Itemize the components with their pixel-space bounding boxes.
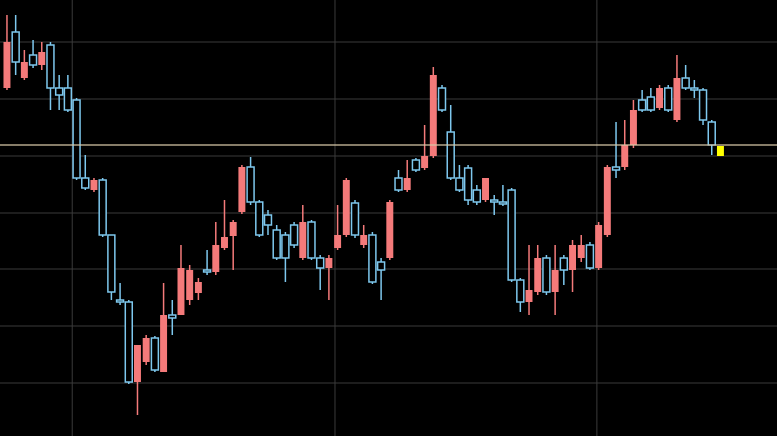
candle-body <box>525 290 533 302</box>
candle-body <box>455 177 464 191</box>
candle-body <box>603 167 611 235</box>
candle-body <box>472 189 482 203</box>
candle-body <box>186 270 194 300</box>
candle-body <box>595 225 603 268</box>
candle-body <box>325 258 333 268</box>
candle-body <box>551 270 559 292</box>
candle-body <box>263 214 273 226</box>
candle-body <box>482 178 489 200</box>
candle-body <box>534 258 542 292</box>
candle-body <box>507 189 516 281</box>
candle-body <box>98 179 107 236</box>
candle-body <box>142 338 150 362</box>
candle-body <box>429 75 437 156</box>
candle-body <box>299 222 307 258</box>
candle-body <box>368 234 377 283</box>
candle-body <box>489 199 499 203</box>
candle-body <box>577 245 585 258</box>
candle-body <box>160 315 168 372</box>
candle-body <box>342 180 350 235</box>
candle-body <box>621 145 629 167</box>
candle-body <box>498 201 508 205</box>
candle-body <box>20 62 28 78</box>
candle-body <box>212 245 220 272</box>
candle-body <box>72 99 81 179</box>
candle-body <box>221 237 228 248</box>
candle-body <box>690 87 699 91</box>
candle-body <box>115 299 125 303</box>
candle-body <box>202 269 212 273</box>
candle-body <box>133 345 141 382</box>
candle-body <box>124 301 134 383</box>
candle-body <box>107 234 116 293</box>
candle-body <box>334 235 342 248</box>
candle-body <box>386 202 394 258</box>
candle-body <box>229 222 237 236</box>
candle-body <box>707 121 716 146</box>
candle-body <box>664 87 673 111</box>
candle-body <box>38 52 46 65</box>
candle-body <box>46 44 55 89</box>
candle-body <box>421 156 429 168</box>
candle-body <box>403 178 411 190</box>
candle-body <box>463 167 473 201</box>
candle-body <box>516 279 525 303</box>
candle-body <box>281 234 290 259</box>
candle-body <box>54 87 64 96</box>
candle-body <box>376 261 386 271</box>
candle-body <box>63 87 73 111</box>
candle-body <box>307 221 316 259</box>
candle-body <box>656 88 664 108</box>
candle-body <box>81 177 90 189</box>
candle-body <box>168 314 177 319</box>
candle-body <box>716 146 724 156</box>
candle-body <box>246 166 255 203</box>
candle-body <box>569 245 577 270</box>
candle-body <box>315 257 325 269</box>
candle-body <box>542 257 551 293</box>
candle-body <box>90 180 98 190</box>
candle-body <box>150 337 160 371</box>
candle-body <box>394 177 403 191</box>
candle-body <box>350 202 360 236</box>
candle-body <box>28 54 38 66</box>
candle-body <box>11 31 20 63</box>
candle-body <box>177 268 185 315</box>
candle-body <box>289 224 299 246</box>
candle-body <box>585 244 595 269</box>
candle-body <box>646 96 656 111</box>
candle-body <box>637 99 647 111</box>
candle-body <box>681 77 690 89</box>
candle-body <box>255 201 264 236</box>
candle-body <box>629 110 637 145</box>
candle-body <box>611 166 621 171</box>
candle-body <box>446 131 455 179</box>
candle-body <box>360 235 368 245</box>
candle-body <box>437 87 447 111</box>
candle-body <box>3 42 11 88</box>
candle-body <box>698 89 708 121</box>
candle-body <box>272 229 281 259</box>
candle-body <box>411 159 421 171</box>
candle-body <box>559 257 569 271</box>
candle-body <box>194 282 202 293</box>
candle-body <box>238 167 246 212</box>
candle-body <box>673 78 681 120</box>
